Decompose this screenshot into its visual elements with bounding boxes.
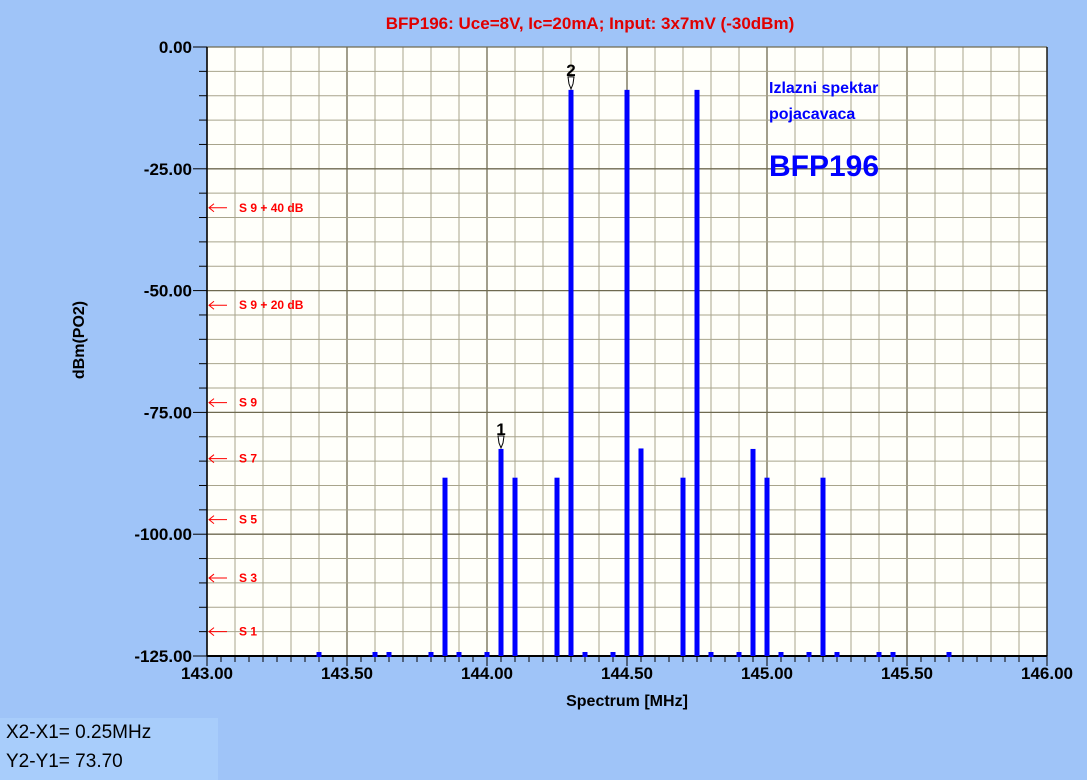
- noise-floor-point: [484, 652, 490, 657]
- noise-floor-point: [428, 652, 434, 657]
- x-tick-label: 143.50: [321, 664, 373, 683]
- noise-floor-point: [610, 652, 616, 657]
- spectrum-bar: [498, 448, 504, 656]
- spectrum-bar: [512, 477, 518, 656]
- spectrum-bar: [442, 477, 448, 656]
- y-tick-label: 0.00: [159, 38, 192, 57]
- arrow-left-icon: [208, 454, 227, 464]
- arrow-left-icon: [208, 203, 227, 213]
- noise-floor-point: [582, 652, 588, 657]
- noise-floor-point: [806, 652, 812, 657]
- noise-floor-point: [372, 652, 378, 657]
- s-meter-label: S 9: [239, 396, 257, 410]
- y-tick-label: -75.00: [144, 403, 192, 422]
- x-tick-label: 145.00: [741, 664, 793, 683]
- chart-title: BFP196: Uce=8V, Ic=20mA; Input: 3x7mV (-…: [386, 14, 794, 33]
- grid: [206, 46, 1048, 657]
- marker-readout: X2-X1= 0.25MHz Y2-Y1= 73.70: [0, 718, 218, 780]
- noise-floor-point: [456, 652, 462, 657]
- noise-floor-point: [736, 652, 742, 657]
- x-tick-label: 143.00: [181, 664, 233, 683]
- noise-floor-point: [386, 652, 392, 657]
- y-tick-label: -25.00: [144, 160, 192, 179]
- annotation-device: BFP196: [769, 150, 879, 183]
- x-tick-label: 146.00: [1021, 664, 1073, 683]
- y-tick-label: -100.00: [134, 525, 192, 544]
- arrow-left-icon: [208, 398, 227, 408]
- x-tick-label: 144.50: [601, 664, 653, 683]
- marker-pointer-icon: [497, 435, 505, 450]
- x-axis-label: Spectrum [MHz]: [566, 693, 688, 710]
- arrow-left-icon: [208, 573, 227, 583]
- spectrum-bar: [568, 89, 574, 656]
- markers: 12: [496, 61, 576, 450]
- readout-dx: X2-X1= 0.25MHz: [6, 722, 152, 743]
- spectrum-bar: [680, 477, 686, 656]
- noise-floor-point: [316, 652, 322, 657]
- s-meter-label: S 9 + 40 dB: [239, 201, 304, 215]
- noise-floor-point: [708, 652, 714, 657]
- spectrum-bar: [820, 477, 826, 656]
- noise-floor-point: [890, 652, 896, 657]
- spectrum-bar: [764, 477, 770, 656]
- s-meter-label: S 9 + 20 dB: [239, 298, 304, 312]
- noise-floor-point: [876, 652, 882, 657]
- x-tick-label: 145.50: [881, 664, 933, 683]
- marker-label: 1: [496, 420, 505, 439]
- x-tick-label: 144.00: [461, 664, 513, 683]
- spectrum-bar: [554, 477, 560, 656]
- arrow-left-icon: [208, 515, 227, 524]
- annotation-line1: Izlazni spektar: [769, 80, 878, 97]
- y-tick-label: -50.00: [144, 282, 192, 301]
- s-meter-annotations: S 9 + 40 dB S 9 + 20 dB S 9 S 7 S 5 S 3 S 1: [208, 201, 304, 639]
- spectrum-bar: [750, 448, 756, 656]
- spectrum-bar: [694, 89, 700, 656]
- marker-pointer-icon: [567, 76, 575, 91]
- arrow-left-icon: [208, 300, 227, 310]
- marker-label: 2: [566, 61, 575, 80]
- noise-floor-point: [946, 652, 952, 657]
- spectrum-bar: [624, 89, 630, 656]
- s-meter-label: S 3: [239, 571, 257, 585]
- annotation-line2: pojacavaca: [769, 106, 855, 123]
- arrow-left-icon: [208, 627, 227, 637]
- s-meter-label: S 7: [239, 452, 257, 466]
- noise-floor-point: [834, 652, 840, 657]
- spectrum-bar: [638, 448, 644, 656]
- y-tick-label: -125.00: [134, 647, 192, 666]
- bars: [316, 89, 952, 657]
- s-meter-label: S 1: [239, 625, 257, 639]
- readout-dy: Y2-Y1= 73.70: [6, 751, 123, 772]
- s-meter-label: S 5: [239, 513, 257, 527]
- noise-floor-point: [778, 652, 784, 657]
- y-axis-label: dBm(PO2): [71, 301, 88, 379]
